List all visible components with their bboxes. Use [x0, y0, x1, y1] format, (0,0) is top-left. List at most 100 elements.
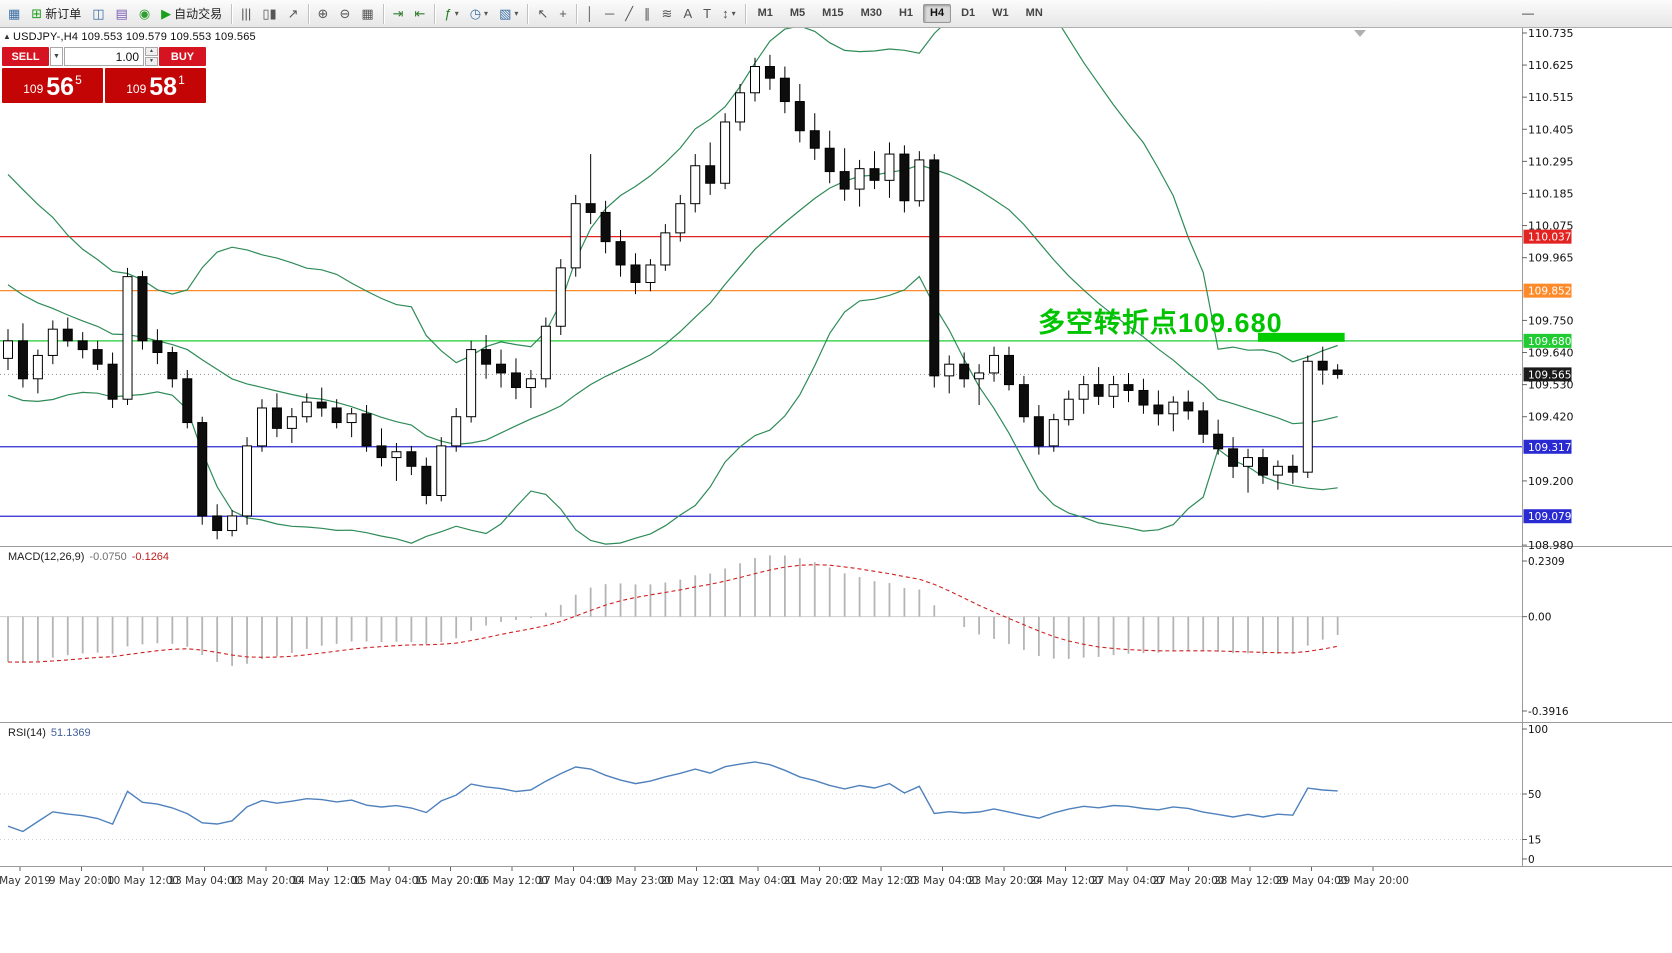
symbol-ohlc-header: USDJPY-,H4 109.553 109.579 109.553 109.5… [13, 31, 256, 43]
toolbar-bar-chart-mode[interactable]: ||| [236, 2, 256, 26]
volume-up-icon[interactable]: ▲ [145, 47, 158, 56]
date-axis-label: 24 May 12:00 [1029, 875, 1101, 887]
toolbar-chart-window[interactable]: ◫ [87, 2, 109, 26]
candle-body [600, 211, 611, 243]
macd-signal-value: -0.1264 [131, 551, 170, 563]
candle-body [989, 354, 1000, 374]
toolbar-zoom-out[interactable]: ⊖ [334, 2, 355, 26]
toolbar-trendline-tool[interactable]: ╱ [620, 2, 638, 26]
candle-body [346, 413, 357, 424]
toolbar-indicators-list[interactable]: ƒ ▾ [439, 2, 463, 26]
sell-button[interactable]: SELL [2, 47, 49, 66]
date-axis-label: 9 May 20:00 [49, 875, 114, 887]
volume-input[interactable] [64, 47, 144, 66]
toolbar-horizontal-line-tool[interactable]: ─ [600, 2, 619, 26]
candle-body [690, 165, 701, 205]
pivot-highlight-bar[interactable] [1257, 332, 1345, 342]
macd-axis-label: 0.2309 [1528, 556, 1565, 568]
toolbar-chart-shift[interactable]: ⇤ [410, 2, 431, 26]
minimize-icon[interactable]: — [1522, 6, 1534, 20]
templates-dropdown-icon[interactable]: ▾ [514, 9, 519, 18]
toolbar-metaeditor[interactable]: ▤ [111, 2, 133, 26]
cursor-tool-icon: ↖ [537, 6, 549, 21]
toolbar-line-chart-mode[interactable]: ↗ [283, 2, 304, 26]
chart-window-icon: ◫ [92, 6, 105, 21]
toolbar-zoom-in[interactable]: ⊕ [313, 2, 334, 26]
candle-body [525, 378, 536, 389]
candle-body [959, 363, 970, 380]
candle-body [1093, 384, 1104, 397]
date-axis-label: 15 May 20:00 [414, 875, 486, 887]
timeframe-m1[interactable]: M1 [757, 7, 773, 19]
candle-body [1272, 465, 1283, 476]
toolbar-auto-scroll[interactable]: ⇥ [388, 2, 409, 26]
one-click-collapse-icon[interactable]: ▲ [3, 32, 11, 41]
toolbar-autotrading[interactable]: ▶ 自动交易 [156, 2, 227, 26]
toolbar-new-chart[interactable]: ▦ [3, 2, 25, 26]
price-badge-label: 110.037 [1528, 232, 1571, 244]
toolbar-market-watch[interactable]: ◉ [134, 2, 155, 26]
price-axis-label: 110.735 [1528, 27, 1574, 40]
candle-body [1317, 360, 1328, 371]
toolbar-arrows-tool[interactable]: ↕ ▾ [717, 2, 741, 26]
price-axis-label: 109.750 [1528, 314, 1574, 327]
periods-list-dropdown-icon[interactable]: ▾ [484, 9, 489, 18]
price-badge [1523, 509, 1572, 524]
candle-body [1183, 401, 1194, 412]
toolbar-templates[interactable]: ▧ ▾ [494, 2, 523, 26]
arrows-tool-dropdown-icon[interactable]: ▾ [731, 9, 736, 18]
buy-price-button[interactable]: 109 58 1 [105, 68, 206, 103]
candlestick-mode-icon: ▯▮ [262, 6, 277, 21]
sell-price-button[interactable]: 109 56 5 [2, 68, 103, 103]
toolbar-crosshair-tool[interactable]: + [554, 2, 572, 26]
new-chart-icon: ▦ [8, 6, 21, 21]
candle-body [47, 328, 58, 356]
toolbar-tile-windows[interactable]: ▦ [356, 2, 378, 26]
price-badge-label: 109.680 [1528, 336, 1571, 348]
timeframe-h4[interactable]: H4 [923, 4, 952, 23]
candle-body [421, 465, 432, 497]
candle-body [1213, 433, 1224, 450]
rsi-plot [7, 761, 1338, 833]
chart-shift-marker[interactable] [1354, 30, 1366, 37]
price-axis-label: 110.515 [1528, 91, 1574, 104]
indicators-list-dropdown-icon[interactable]: ▾ [454, 9, 459, 18]
trend-annotation[interactable]: 多空转折点109.680 [1038, 308, 1283, 338]
toolbar-fibonacci-tool[interactable]: ≋ [657, 2, 678, 26]
toolbar-periods-list[interactable]: ◷ ▾ [465, 2, 493, 26]
timeframe-m30[interactable]: M30 [860, 7, 882, 19]
rsi-axis-label: 50 [1528, 789, 1541, 801]
autotrading-label: 自动交易 [174, 7, 223, 21]
candle-body [1243, 457, 1254, 467]
toolbar-candlestick-mode[interactable]: ▯▮ [257, 2, 281, 26]
toolbar-channel-tool[interactable]: ∥ [639, 2, 656, 26]
bollinger-bands [7, 28, 1338, 545]
timeframe-w1[interactable]: W1 [992, 7, 1009, 19]
toolbar-separator [231, 3, 233, 24]
toolbar-label-tool[interactable]: T [698, 2, 716, 26]
candle-body [884, 153, 895, 181]
rsi-axis-label: 15 [1528, 835, 1541, 847]
candle-body [271, 407, 282, 429]
sell-price-big: 56 [46, 73, 75, 101]
price-badge-label: 109.079 [1528, 511, 1571, 523]
timeframe-m15[interactable]: M15 [822, 7, 844, 19]
toolbar-vertical-line-tool[interactable]: │ [581, 2, 599, 26]
chart-background [0, 28, 1672, 953]
volume-down-icon[interactable]: ▼ [145, 57, 158, 66]
timeframe-d1[interactable]: D1 [961, 7, 976, 19]
timeframe-m5[interactable]: M5 [789, 7, 806, 19]
macd-name: MACD(12,26,9) [8, 551, 85, 563]
buy-button[interactable]: BUY [159, 47, 206, 66]
candle-body [794, 101, 805, 132]
volume-dropdown-icon[interactable]: ▼ [50, 47, 63, 66]
toolbar-cursor-tool[interactable]: ↖ [532, 2, 553, 26]
timeframe-mn[interactable]: MN [1025, 7, 1043, 19]
toolbar-new-order[interactable]: ⊞ 新订单 [26, 2, 86, 26]
price-badge [1523, 333, 1572, 348]
timeframe-h1[interactable]: H1 [898, 7, 914, 19]
toolbar-text-tool[interactable]: A [678, 2, 697, 26]
date-axis-label: 22 May 12:00 [845, 875, 917, 887]
